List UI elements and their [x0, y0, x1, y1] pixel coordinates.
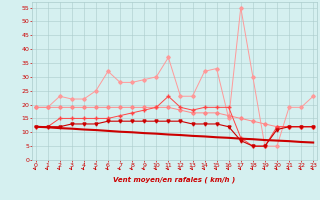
X-axis label: Vent moyen/en rafales ( km/h ): Vent moyen/en rafales ( km/h ): [113, 176, 236, 183]
